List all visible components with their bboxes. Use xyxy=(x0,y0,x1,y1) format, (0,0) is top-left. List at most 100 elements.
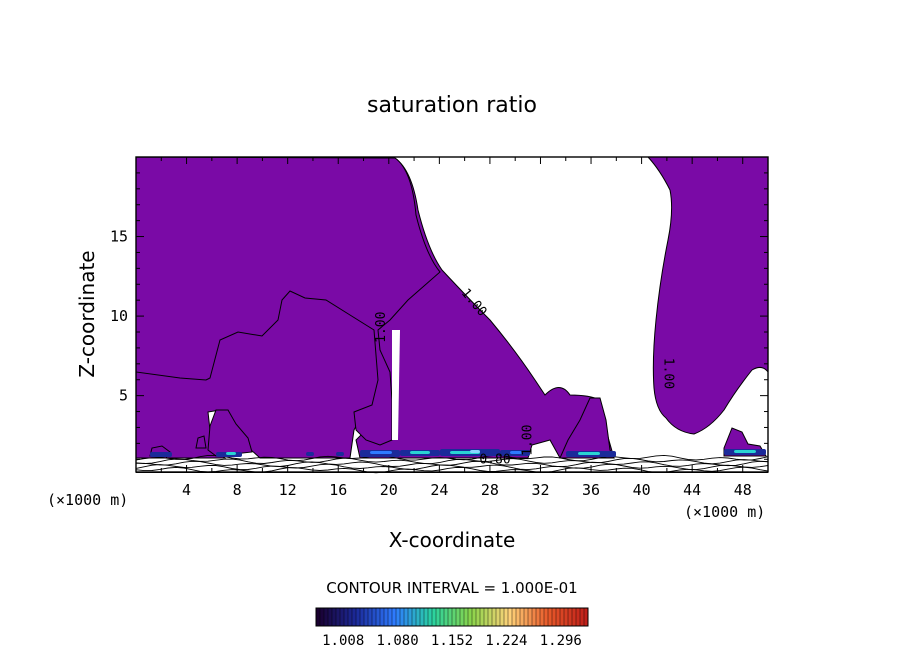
colorbar-swatch xyxy=(447,607,453,627)
saturation-patch xyxy=(510,451,522,454)
colorbar-swatch xyxy=(343,607,349,627)
x-tick-label: 40 xyxy=(633,481,651,499)
colorbar-swatch xyxy=(523,607,529,627)
x-tick-label: 8 xyxy=(233,481,242,499)
colorbar-swatch xyxy=(395,607,401,627)
supersaturated-region-fill xyxy=(135,156,769,459)
y-tick-label: 15 xyxy=(110,228,128,246)
surface-contour-line xyxy=(135,463,769,471)
colorbar-swatch xyxy=(383,607,389,627)
colorbar-swatch xyxy=(459,607,465,627)
colorbar-swatch xyxy=(515,607,521,627)
colorbar-swatch xyxy=(531,607,537,627)
colorbar-swatch xyxy=(487,607,493,627)
colorbar-swatch xyxy=(415,607,421,627)
high-saturation-patches xyxy=(150,449,766,457)
colorbar-swatch xyxy=(435,607,441,627)
colorbar-swatch xyxy=(547,607,553,627)
colorbar-swatch xyxy=(511,607,517,627)
colorbar-swatch xyxy=(479,607,485,627)
colorbar-swatch xyxy=(475,607,481,627)
colorbar-swatch xyxy=(403,607,409,627)
colorbar-swatch xyxy=(491,607,497,627)
colorbar-swatch xyxy=(355,607,361,627)
plot-frame xyxy=(135,156,769,473)
colorbar-swatch xyxy=(559,607,565,627)
y-axis-label: Z-coordinate xyxy=(75,250,99,377)
colorbar-swatch xyxy=(411,607,417,627)
colorbar-swatch xyxy=(431,607,437,627)
x-unit-left: (×1000 m) xyxy=(47,491,128,509)
contour-label: 0.80 xyxy=(479,452,510,467)
x-tick-label: 24 xyxy=(430,481,448,499)
colorbar-swatch xyxy=(387,607,393,627)
y-tick-label: 10 xyxy=(110,307,128,325)
colorbar-tick-label: 1.008 xyxy=(322,633,364,649)
colorbar-swatch xyxy=(551,607,557,627)
x-tick-label: 28 xyxy=(481,481,499,499)
colorbar-swatch xyxy=(375,607,381,627)
surface-contour-line xyxy=(135,457,769,465)
colorbar-swatch xyxy=(579,607,585,627)
y-tick-label: 5 xyxy=(119,387,128,405)
colorbar-frame xyxy=(315,607,589,627)
colorbar-tick-label: 1.296 xyxy=(540,633,582,649)
x-tick-label: 44 xyxy=(683,481,701,499)
colorbar-swatch xyxy=(391,607,397,627)
colorbar-swatch xyxy=(483,607,489,627)
contour-interval-note: CONTOUR INTERVAL = 1.000E-01 xyxy=(326,579,577,597)
contour-label: 1.00 xyxy=(521,425,536,456)
colorbar-swatch xyxy=(471,607,477,627)
saturation-patch xyxy=(306,452,314,456)
colorbar-swatch xyxy=(503,607,509,627)
saturation-patch xyxy=(410,451,430,454)
y-axis-ticks: 5 10 15 xyxy=(110,172,768,460)
x-tick-label: 48 xyxy=(734,481,752,499)
chart-title: saturation ratio xyxy=(367,93,537,118)
colorbar-swatch xyxy=(507,607,513,627)
saturation-patch xyxy=(150,452,172,457)
saturation-patch xyxy=(226,452,236,455)
x-tick-label: 20 xyxy=(380,481,398,499)
colorbar-swatch xyxy=(519,607,525,627)
colorbar-swatch xyxy=(319,607,325,627)
colorbar-swatch xyxy=(331,607,337,627)
colorbar-swatch xyxy=(539,607,545,627)
colorbar-swatch xyxy=(351,607,357,627)
contour-label: 1.00 xyxy=(374,312,389,343)
colorbar-swatch xyxy=(427,607,433,627)
region-fill-5 xyxy=(195,435,207,449)
colorbar-swatch xyxy=(339,607,345,627)
colorbar-swatch xyxy=(543,607,549,627)
contour-label: 1.00 xyxy=(660,358,675,389)
colorbar-swatch xyxy=(367,607,373,627)
saturation-patch xyxy=(734,450,756,453)
colorbar-tick-label: 1.152 xyxy=(431,633,473,649)
colorbar-swatch xyxy=(363,607,369,627)
saturation-patch xyxy=(578,452,600,455)
colorbar-swatch xyxy=(407,607,413,627)
x-tick-label: 12 xyxy=(279,481,297,499)
colorbar-swatch xyxy=(439,607,445,627)
colorbar-swatch xyxy=(335,607,341,627)
colorbar-swatch xyxy=(399,607,405,627)
x-unit-right: (×1000 m) xyxy=(684,503,765,521)
colorbar-tick-label: 1.080 xyxy=(377,633,419,649)
colorbar-swatch xyxy=(423,607,429,627)
colorbar-swatch xyxy=(451,607,457,627)
x-axis-label: X-coordinate xyxy=(389,528,516,552)
colorbar-swatch xyxy=(419,607,425,627)
colorbar-swatch xyxy=(563,607,569,627)
colorbar-swatch xyxy=(347,607,353,627)
colorbar-swatch xyxy=(359,607,365,627)
colorbar-swatch xyxy=(499,607,505,627)
x-tick-label: 36 xyxy=(582,481,600,499)
x-tick-label: 32 xyxy=(531,481,549,499)
colorbar-swatch xyxy=(463,607,469,627)
colorbar-swatch xyxy=(467,607,473,627)
saturation-patch xyxy=(370,451,392,454)
x-tick-label: 16 xyxy=(329,481,347,499)
colorbar-swatch xyxy=(323,607,329,627)
saturation-patch xyxy=(336,452,344,456)
